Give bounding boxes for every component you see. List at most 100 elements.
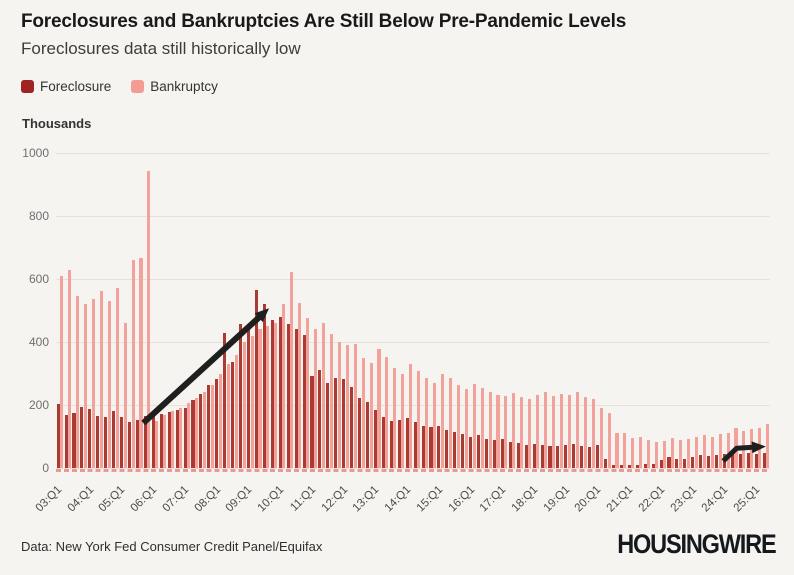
- bar-foreclosure: [342, 378, 346, 468]
- bar-bankruptcy: [512, 393, 516, 468]
- bar-bankruptcy: [91, 298, 95, 468]
- bar-bankruptcy: [68, 269, 72, 468]
- bar-foreclosure: [72, 412, 76, 468]
- bar-bankruptcy: [147, 170, 151, 468]
- bar-foreclosure: [104, 417, 108, 468]
- bar-foreclosure: [96, 415, 100, 468]
- bar-bankruptcy: [194, 398, 199, 468]
- legend-item-bankruptcy: Bankruptcy: [131, 79, 218, 94]
- bar-foreclosure: [112, 411, 116, 468]
- bar-bankruptcy: [353, 343, 357, 468]
- bar-foreclosure: [64, 415, 68, 468]
- bar-foreclosure: [516, 443, 520, 468]
- bar-foreclosure: [175, 410, 179, 468]
- bar-bankruptcy: [266, 326, 270, 468]
- bar-foreclosure: [627, 465, 631, 468]
- bar-bankruptcy: [559, 393, 563, 468]
- bar-bankruptcy: [655, 441, 659, 468]
- y-tick-label: 0: [42, 461, 49, 475]
- bar-bankruptcy: [321, 323, 325, 468]
- bar-bankruptcy: [583, 397, 587, 468]
- bar-bankruptcy: [210, 384, 214, 468]
- bar-bankruptcy: [591, 399, 595, 468]
- gridline: [56, 467, 770, 469]
- bar-foreclosure: [461, 433, 465, 468]
- bar-bankruptcy: [155, 420, 159, 468]
- bar-bankruptcy: [99, 291, 103, 468]
- bar-bankruptcy: [226, 364, 230, 468]
- bar-bankruptcy: [440, 373, 444, 468]
- y-axis: 0 200 400 600 800 1000: [0, 146, 49, 475]
- bar-foreclosure: [492, 439, 497, 468]
- bar-bankruptcy: [432, 382, 437, 468]
- legend: Foreclosure Bankruptcy: [21, 79, 218, 94]
- bar-foreclosure: [413, 422, 417, 468]
- bar-bankruptcy: [575, 392, 579, 468]
- bar-foreclosure: [318, 370, 322, 468]
- bar-bankruptcy: [187, 403, 191, 468]
- x-axis: 03:Q1 04:Q1 05:Q1 06:Q1 07:Q1 08:Q1 09:Q1 10:Q1…: [34, 472, 786, 522]
- bar-foreclosure: [469, 437, 473, 468]
- bar-foreclosure: [485, 438, 489, 468]
- bar-bankruptcy: [313, 329, 318, 468]
- bar-foreclosure: [675, 458, 679, 468]
- bar-bankruptcy: [250, 335, 254, 468]
- bar-bankruptcy: [686, 439, 690, 468]
- bar-foreclosure: [707, 456, 711, 468]
- bar-bankruptcy: [456, 385, 460, 468]
- bar-bankruptcy: [702, 434, 706, 468]
- bar-bankruptcy: [107, 300, 111, 468]
- bar-foreclosure: [135, 420, 140, 468]
- bar-bankruptcy: [409, 364, 413, 468]
- bar-bankruptcy: [385, 357, 389, 468]
- bar-bankruptcy: [139, 258, 143, 468]
- bar-bankruptcy: [623, 432, 627, 468]
- bar-foreclosure: [572, 444, 576, 468]
- bar-bankruptcy: [520, 397, 524, 468]
- bar-bankruptcy: [401, 373, 405, 468]
- bar-bankruptcy: [694, 437, 698, 468]
- bar-foreclosure: [334, 377, 338, 468]
- bar-bankruptcy: [544, 391, 548, 468]
- bar-bankruptcy: [123, 322, 127, 468]
- bar-bankruptcy: [417, 370, 421, 468]
- bar-foreclosure: [191, 399, 195, 468]
- y-tick-label: 1000: [22, 146, 49, 160]
- bar-bankruptcy: [647, 440, 651, 468]
- bar-bankruptcy: [663, 440, 667, 468]
- bar-bankruptcy: [607, 412, 611, 468]
- bar-foreclosure: [88, 409, 92, 468]
- bar-foreclosure: [143, 415, 147, 468]
- bar-bankruptcy: [528, 399, 532, 468]
- bar-bankruptcy: [75, 296, 80, 468]
- bankruptcy-swatch-icon: [131, 80, 145, 93]
- bar-foreclosure: [524, 445, 528, 468]
- bar-bankruptcy: [290, 272, 294, 468]
- bar-foreclosure: [699, 455, 703, 468]
- bar-foreclosure: [762, 452, 766, 468]
- bar-foreclosure: [635, 464, 639, 468]
- bar-foreclosure: [564, 445, 568, 468]
- bar-bankruptcy: [750, 428, 754, 468]
- bar-foreclosure: [358, 397, 362, 468]
- y-tick-label: 800: [28, 209, 49, 223]
- bar-bankruptcy: [242, 342, 246, 468]
- plot-area: [56, 152, 770, 469]
- bar-foreclosure: [199, 394, 203, 468]
- bar-bankruptcy: [504, 396, 508, 468]
- bar-bankruptcy: [726, 432, 730, 468]
- bar-foreclosure: [715, 454, 719, 468]
- y-tick-label: 400: [28, 335, 49, 349]
- bar-bankruptcy: [218, 373, 222, 468]
- bar-foreclosure: [159, 413, 163, 468]
- bar-foreclosure: [183, 408, 187, 468]
- gridline: [56, 341, 770, 343]
- bar-bankruptcy: [710, 436, 714, 468]
- bar-foreclosure: [128, 422, 132, 468]
- bar-foreclosure: [540, 445, 544, 468]
- bar-foreclosure: [437, 425, 441, 468]
- bar-bankruptcy: [345, 345, 349, 468]
- bar-foreclosure: [691, 456, 695, 468]
- bar-foreclosure: [651, 464, 655, 468]
- bar-foreclosure: [366, 402, 370, 468]
